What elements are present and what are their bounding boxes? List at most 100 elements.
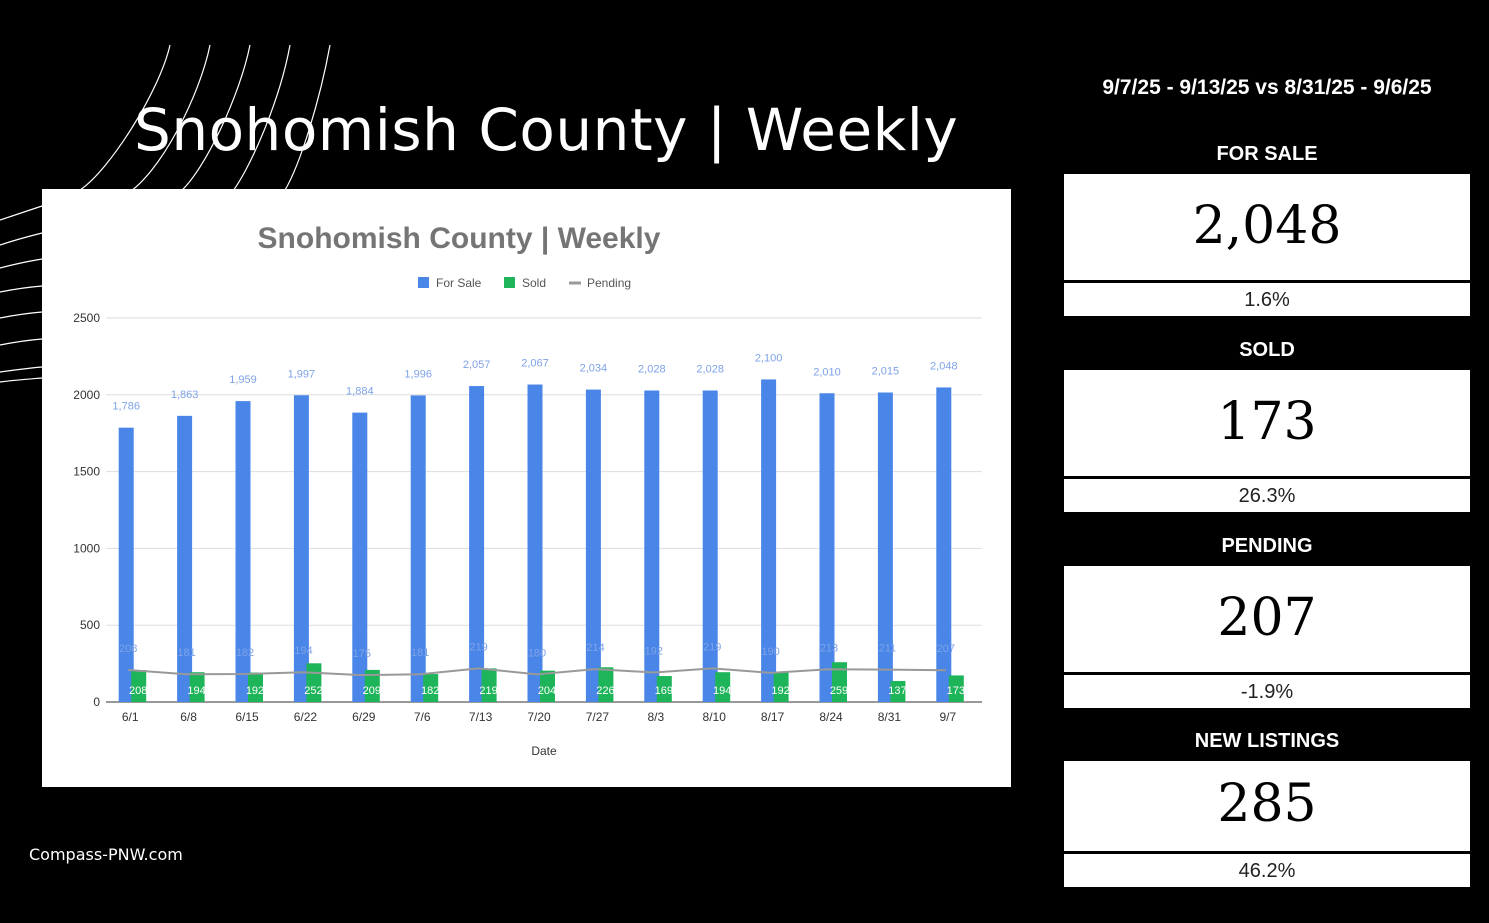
pending-data-label: 190 — [761, 646, 779, 658]
chart-title: Snohomish County | Weekly — [258, 222, 661, 255]
x-tick-label: 8/31 — [878, 710, 902, 724]
bar-sold — [248, 672, 263, 702]
bar-for-sale — [293, 395, 309, 702]
stat-value: 207 — [1064, 566, 1470, 674]
bar-sold — [481, 668, 497, 702]
comparison-date-range: 9/7/25 - 9/13/25 vs 8/31/25 - 9/6/25 — [1102, 76, 1432, 99]
x-tick-label: 7/27 — [586, 710, 610, 724]
x-tick-label: 6/1 — [122, 710, 139, 724]
pending-data-label: 175 — [353, 648, 371, 660]
bar-for-sale — [527, 384, 543, 702]
stat-new-listings: NEW LISTINGS 285 46.2% — [1064, 726, 1470, 887]
bar-sold — [189, 672, 205, 702]
sold-data-label: 137 — [888, 685, 906, 697]
stat-change: 1.6% — [1064, 282, 1470, 316]
sold-data-label: 194 — [713, 685, 731, 697]
for-sale-data-label: 1,997 — [288, 368, 316, 380]
for-sale-data-label: 1,996 — [404, 368, 432, 380]
stat-for-sale: FOR SALE 2,048 1.6% — [1064, 139, 1470, 316]
for-sale-data-label: 2,100 — [755, 352, 783, 364]
bar-for-sale — [702, 390, 718, 702]
legend-label: Pending — [587, 276, 631, 290]
bar-sold — [948, 675, 964, 702]
sold-data-label: 173 — [947, 685, 965, 697]
bar-sold — [423, 674, 439, 702]
for-sale-data-label: 2,048 — [930, 360, 958, 372]
pending-data-label: 181 — [177, 647, 195, 659]
for-sale-data-label: 1,884 — [346, 386, 374, 398]
bar-sold — [131, 670, 147, 702]
pending-data-label: 213 — [820, 642, 838, 654]
sold-data-label: 219 — [479, 685, 497, 697]
y-tick-label: 0 — [93, 695, 100, 709]
stat-value: 173 — [1064, 370, 1470, 478]
stat-label: PENDING — [1221, 535, 1313, 557]
sold-data-label: 192 — [246, 685, 264, 697]
x-tick-label: 8/17 — [761, 710, 785, 724]
y-tick-label: 2500 — [73, 311, 100, 325]
y-tick-label: 2000 — [73, 388, 100, 402]
x-tick-label: 6/22 — [294, 710, 318, 724]
bar-sold — [890, 680, 906, 702]
sold-data-label: 209 — [363, 685, 381, 697]
legend-label: Sold — [522, 276, 546, 290]
for-sale-data-label: 1,863 — [171, 389, 199, 401]
x-tick-label: 7/13 — [469, 710, 493, 724]
pending-data-label: 208 — [119, 643, 137, 655]
x-tick-label: 8/10 — [703, 710, 727, 724]
bar-for-sale — [644, 390, 660, 702]
sold-data-label: 204 — [538, 685, 556, 697]
legend-swatch — [504, 277, 515, 288]
bar-for-sale — [877, 392, 893, 702]
bar-for-sale — [819, 393, 835, 702]
stat-label: FOR SALE — [1216, 143, 1318, 165]
for-sale-data-label: 2,034 — [580, 363, 608, 375]
bar-for-sale — [761, 379, 777, 702]
sold-data-label: 259 — [830, 685, 848, 697]
pending-data-label: 219 — [469, 641, 487, 653]
stat-label: NEW LISTINGS — [1194, 730, 1340, 752]
x-tick-label: 7/6 — [414, 710, 431, 724]
for-sale-data-label: 2,028 — [696, 363, 724, 375]
bar-sold — [832, 662, 847, 702]
bar-sold — [773, 672, 789, 702]
bar-for-sale — [469, 386, 485, 702]
bar-for-sale — [352, 412, 368, 702]
pending-data-label: 207 — [937, 643, 955, 655]
pending-data-label: 192 — [645, 646, 663, 658]
chart-panel: Snohomish County | Weekly For Sale Sold Pen… — [42, 189, 1011, 787]
sold-data-label: 208 — [129, 685, 147, 697]
x-tick-label: 8/24 — [819, 710, 843, 724]
sold-data-label: 169 — [655, 685, 673, 697]
stat-pending: PENDING 207 -1.9% — [1064, 531, 1470, 708]
x-tick-label: 9/7 — [939, 710, 956, 724]
sold-data-label: 194 — [187, 685, 205, 697]
bar-for-sale — [585, 389, 601, 702]
for-sale-data-label: 2,067 — [521, 358, 549, 370]
sold-data-label: 182 — [421, 685, 439, 697]
bar-for-sale — [410, 395, 426, 702]
y-tick-label: 1000 — [73, 541, 100, 555]
bar-sold — [540, 670, 555, 702]
stat-label: SOLD — [1239, 339, 1295, 361]
bar-chart: Snohomish County | Weekly For Sale Sold Pen… — [73, 222, 982, 758]
x-tick-label: 7/20 — [527, 710, 551, 724]
x-tick-label: 6/29 — [352, 710, 376, 724]
bar-sold — [715, 672, 731, 702]
stat-change: 26.3% — [1064, 478, 1470, 512]
stat-sold: SOLD 173 26.3% — [1064, 335, 1470, 512]
legend-swatch — [418, 277, 429, 288]
for-sale-data-label: 1,959 — [229, 374, 257, 386]
bar-for-sale — [235, 401, 251, 702]
stat-value: 2,048 — [1064, 174, 1470, 282]
for-sale-data-label: 2,057 — [463, 359, 491, 371]
x-tick-label: 8/3 — [647, 710, 664, 724]
sold-data-label: 252 — [304, 685, 322, 697]
bar-sold — [364, 669, 380, 702]
pending-data-label: 181 — [411, 647, 429, 659]
for-sale-data-label: 1,786 — [112, 401, 140, 413]
for-sale-data-label: 2,010 — [813, 366, 841, 378]
pending-data-label: 219 — [703, 641, 721, 653]
x-tick-label: 6/15 — [235, 710, 259, 724]
